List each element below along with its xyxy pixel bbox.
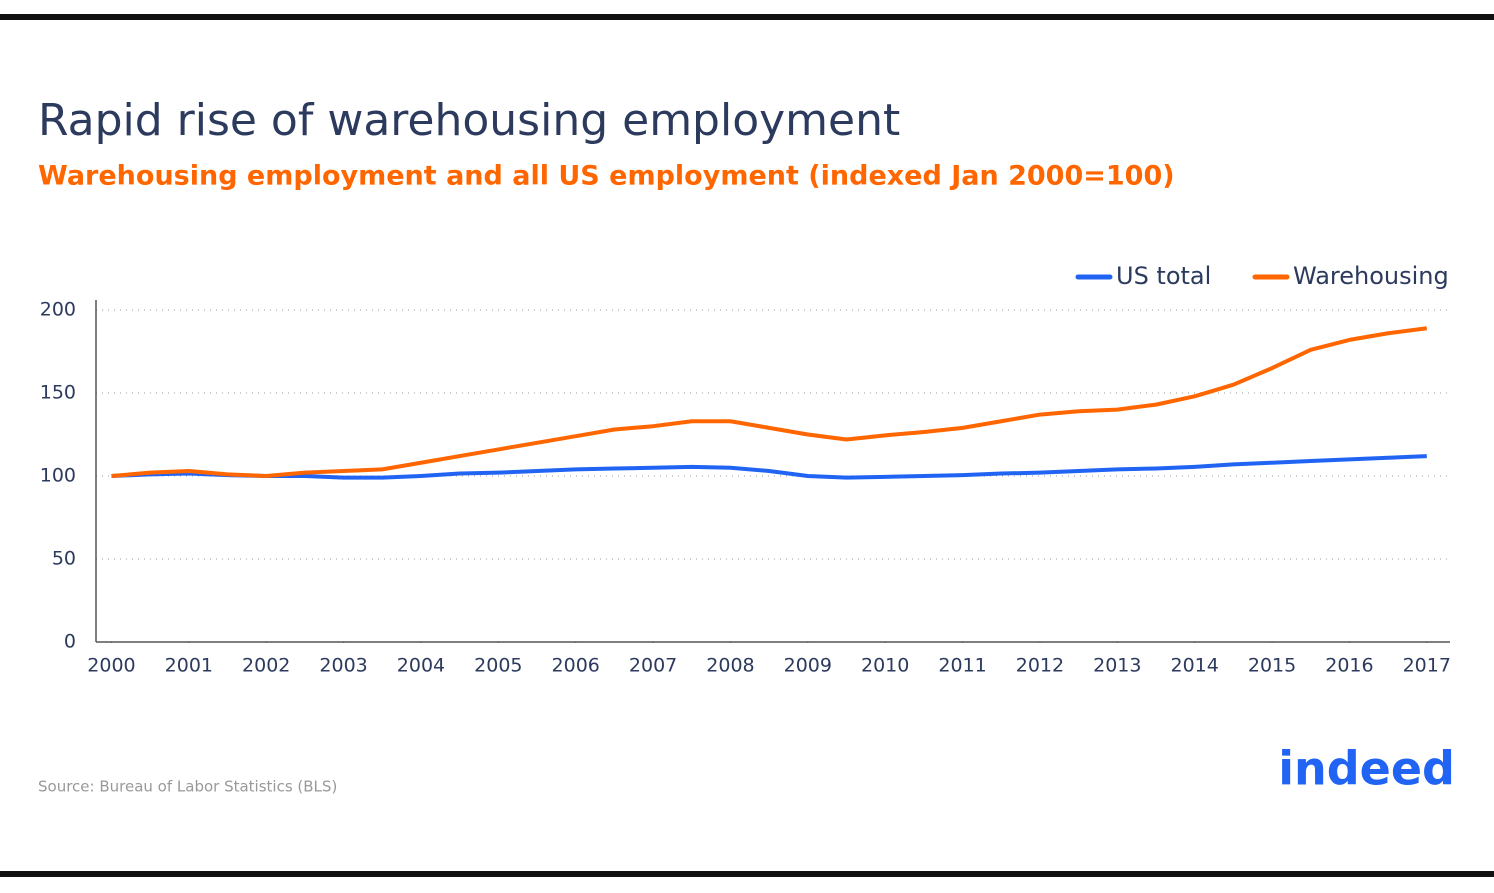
x-tick-label: 2010 (861, 655, 909, 677)
x-tick-label: 2013 (1093, 655, 1141, 677)
y-tick-label: 200 (40, 299, 76, 321)
top-bar (0, 14, 1494, 20)
x-tick-label: 2014 (1170, 655, 1218, 677)
y-tick-label: 100 (40, 465, 76, 487)
x-tick-label: 2007 (629, 655, 677, 677)
source: Source: Bureau of Labor Statistics (BLS) (38, 778, 337, 796)
x-tick-label: 2000 (87, 655, 135, 677)
x-tick-label: 2011 (938, 655, 986, 677)
y-tick-label: 50 (52, 548, 76, 570)
y-tick-label: 150 (40, 382, 76, 404)
x-tick-label: 2003 (319, 655, 367, 677)
x-tick-label: 2001 (165, 655, 213, 677)
legend-label: US total (1116, 262, 1211, 290)
x-tick-label: 2016 (1325, 655, 1373, 677)
x-tick-label: 2002 (242, 655, 290, 677)
chart-title: Rapid rise of warehousing employment (38, 95, 900, 146)
x-tick-label: 2004 (397, 655, 445, 677)
y-tick-label: 0 (64, 631, 76, 653)
x-tick-label: 2017 (1403, 655, 1451, 677)
bottom-bar (0, 871, 1494, 877)
x-tick-label: 2005 (474, 655, 522, 677)
logo: indeed (1278, 742, 1455, 796)
x-tick-label: 2008 (706, 655, 754, 677)
legend-label: Warehousing (1293, 262, 1449, 290)
x-tick-label: 2012 (1016, 655, 1064, 677)
chart-subtitle: Warehousing employment and all US employ… (38, 161, 1175, 192)
x-tick-label: 2015 (1248, 655, 1296, 677)
series-line (111, 454, 1427, 480)
series-line (111, 326, 1428, 478)
x-tick-label: 2009 (784, 655, 832, 677)
x-tick-label: 2006 (552, 655, 600, 677)
